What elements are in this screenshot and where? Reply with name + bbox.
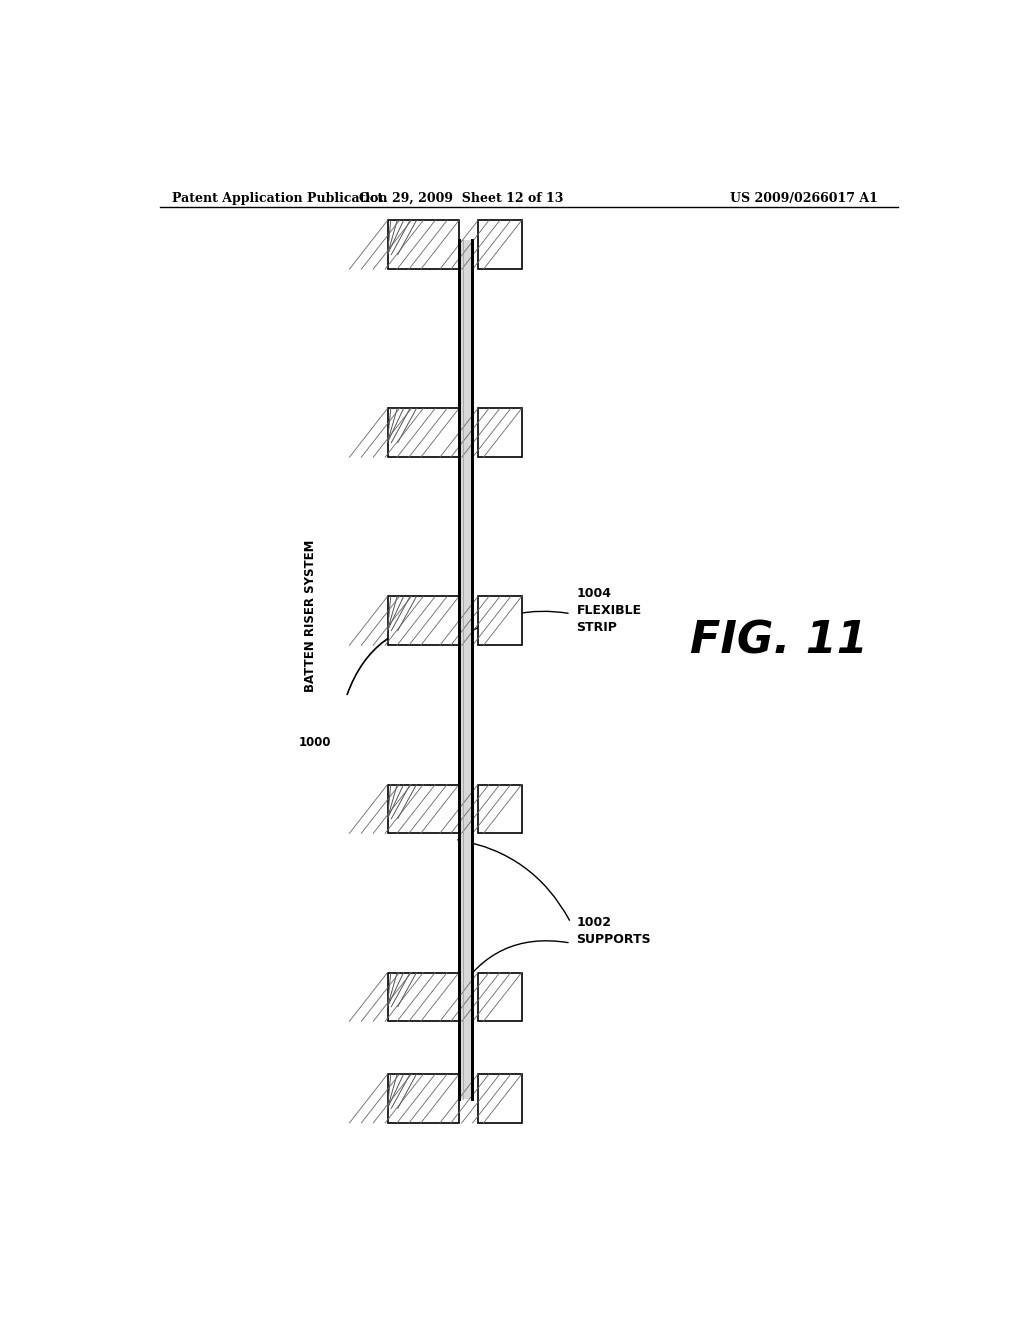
Bar <box>387 973 459 1022</box>
Text: FIG. 11: FIG. 11 <box>690 619 867 663</box>
Text: US 2009/0266017 A1: US 2009/0266017 A1 <box>730 191 878 205</box>
Text: BATTEN RISER SYSTEM: BATTEN RISER SYSTEM <box>304 540 317 692</box>
Bar <box>387 1074 459 1123</box>
Text: Patent Application Publication: Patent Application Publication <box>172 191 387 205</box>
Bar <box>387 597 459 645</box>
Text: 1000: 1000 <box>299 737 331 750</box>
Text: 1002
SUPPORTS: 1002 SUPPORTS <box>577 916 651 946</box>
Bar <box>387 220 459 269</box>
Bar <box>478 784 521 833</box>
Bar <box>478 408 521 457</box>
Bar <box>478 597 521 645</box>
Bar <box>478 973 521 1022</box>
Bar <box>459 240 472 1098</box>
Text: Oct. 29, 2009  Sheet 12 of 13: Oct. 29, 2009 Sheet 12 of 13 <box>359 191 563 205</box>
Bar <box>387 784 459 833</box>
Bar <box>478 1074 521 1123</box>
Bar <box>478 220 521 269</box>
Bar <box>387 408 459 457</box>
Text: 1004
FLEXIBLE
STRIP: 1004 FLEXIBLE STRIP <box>577 587 641 634</box>
